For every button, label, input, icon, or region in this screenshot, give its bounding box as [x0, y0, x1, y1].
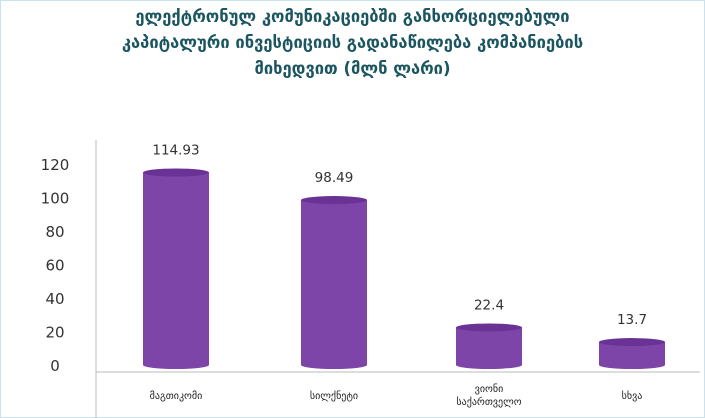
bar-base [456, 361, 522, 369]
bar-chart: 0 20 40 60 80 100 120 114.93 მაგთიკომი 98.49 სილქნ… [0, 0, 705, 418]
bar-base [143, 361, 209, 369]
y-tick-label: 0 [50, 357, 60, 375]
bar-top [599, 338, 665, 346]
bar-top [143, 168, 209, 176]
data-label: 22.4 [474, 297, 504, 313]
y-tick-label: 60 [45, 257, 64, 275]
category-label: საქართველო [456, 396, 521, 408]
y-tick-label: 100 [41, 190, 70, 208]
bar-top [301, 196, 367, 204]
y-tick-label: 80 [45, 223, 64, 241]
bar [301, 200, 367, 365]
category-label: სილქნეტი [310, 390, 358, 402]
category-label: ვიონი [475, 383, 504, 395]
bar [456, 327, 522, 365]
bar-base [301, 361, 367, 369]
bar-top [456, 323, 522, 331]
category-label: სხვა [622, 390, 643, 402]
data-label: 13.7 [617, 312, 647, 328]
data-label: 98.49 [315, 170, 354, 186]
bar [143, 172, 209, 365]
y-tick-label: 120 [41, 156, 70, 174]
y-tick-label: 40 [45, 290, 64, 308]
y-tick-label: 20 [45, 324, 64, 342]
category-label: მაგთიკომი [150, 390, 203, 402]
bar-base [599, 361, 665, 369]
data-label: 114.93 [152, 142, 199, 158]
